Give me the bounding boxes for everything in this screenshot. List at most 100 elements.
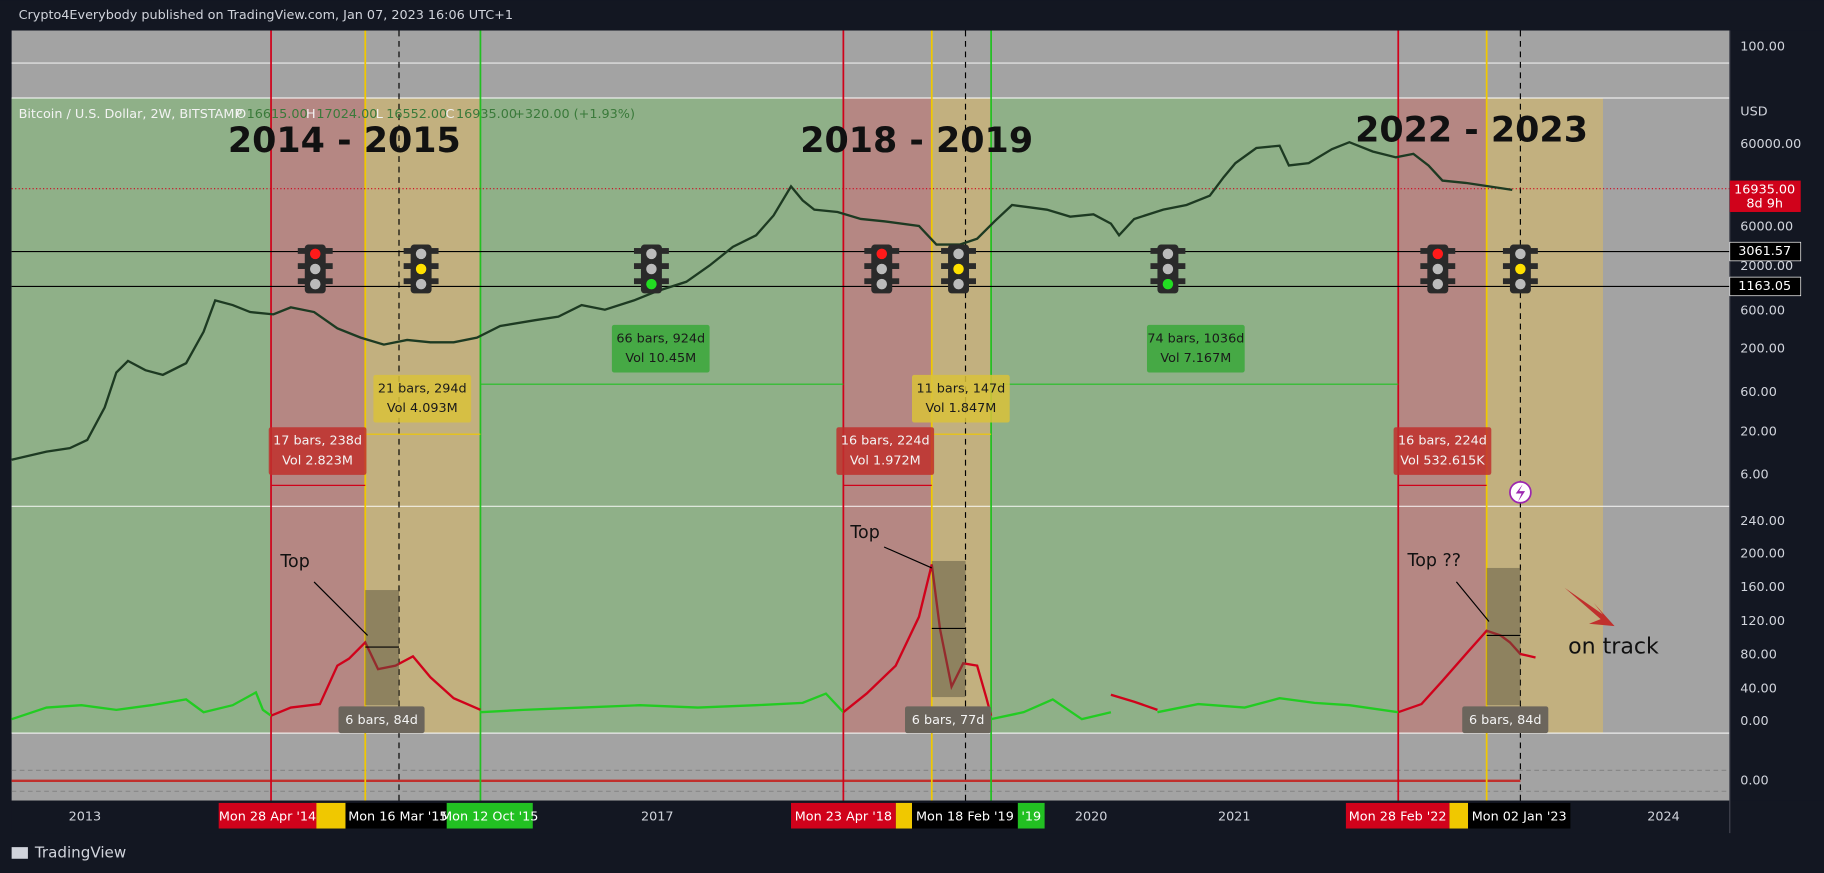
price-label: 2000.00 [1740, 259, 1793, 274]
lamp [1432, 263, 1444, 275]
lamp [646, 278, 657, 290]
indicator-label: 240.00 [1740, 514, 1785, 529]
range-bars: 11 bars, 147d [916, 381, 1005, 396]
indicator-label: 40.00 [1740, 681, 1777, 696]
lamp [646, 248, 657, 260]
lamp [646, 263, 657, 275]
lamp [1515, 263, 1526, 275]
retrace-box [365, 590, 399, 706]
date-tag [791, 802, 896, 829]
traffic-lights [297, 244, 1538, 294]
price-tag-label: 1163.05 [1738, 279, 1791, 294]
price-label: 200.00 [1740, 342, 1785, 357]
price-tag-label: 16935.00 [1734, 182, 1795, 197]
brand: TradingView [34, 843, 126, 861]
date-label: Mon 28 Apr '14 [219, 809, 316, 824]
date-tag [1345, 802, 1450, 829]
price-label: 6.00 [1740, 467, 1768, 482]
indicator-label: 160.00 [1740, 580, 1785, 595]
ohlc-key: O [236, 107, 246, 122]
range-box [912, 374, 1010, 423]
ohlc-value: 16615.00 [247, 107, 308, 122]
ohlc-key: H [306, 107, 316, 122]
ohlc-value: 16935.00 [456, 107, 517, 122]
footer-logo [11, 847, 28, 859]
retrace-box [1486, 567, 1521, 706]
lamp [1515, 278, 1526, 290]
range-vol: Vol 1.972M [850, 453, 921, 468]
lamp [1515, 248, 1526, 260]
indicator-neutral [990, 698, 1112, 721]
date-tag [1017, 802, 1045, 829]
price-label: 600.00 [1740, 303, 1785, 318]
lamp [310, 248, 321, 260]
price-label: 60000.00 [1740, 137, 1801, 152]
date-label: Mon 23 Apr '18 [795, 809, 892, 824]
range-vol: Vol 2.823M [282, 453, 353, 468]
lamp [415, 278, 427, 290]
range-box [268, 427, 367, 475]
date-fragment [895, 802, 912, 829]
period-title: 2014 - 2015 [228, 121, 461, 161]
ohlc-key: C [446, 107, 455, 122]
lamp [310, 278, 321, 290]
lamp [876, 248, 887, 260]
range-bars: 66 bars, 924d [616, 331, 705, 346]
date-tag [912, 802, 1018, 829]
price-label: 6000.00 [1740, 220, 1793, 235]
measure-box [1462, 706, 1549, 734]
publish-line: Crypto4Everybody published on TradingVie… [19, 8, 513, 23]
date-label: Mon 16 Mar '15 [348, 809, 447, 824]
period-title: 2022 - 2023 [1355, 111, 1588, 151]
measure-box [338, 706, 425, 734]
lamp [1162, 248, 1174, 260]
indicator-label: 120.00 [1740, 614, 1785, 629]
price-label: 20.00 [1740, 424, 1777, 439]
indicator-hot [1110, 693, 1158, 711]
lamp [1432, 278, 1444, 290]
price-tag-label: 3061.57 [1738, 244, 1791, 259]
range-box [373, 374, 472, 423]
range-box [1146, 324, 1245, 373]
lamp [1432, 248, 1444, 260]
bottom-pane-label: 0.00 [1740, 773, 1768, 788]
indicator-neutral [11, 690, 272, 721]
date-fragment [1449, 802, 1469, 829]
annotation: Top [849, 523, 879, 543]
date-fragment [311, 802, 346, 829]
range-arrows [271, 383, 1521, 648]
price-axis [1729, 30, 1824, 801]
range-vol: Vol 4.093M [387, 401, 458, 416]
lamp [876, 263, 887, 275]
lamp [876, 278, 887, 290]
price-tag [1729, 180, 1801, 212]
range-bars: 16 bars, 224d [841, 434, 930, 449]
currency: USD [1740, 104, 1767, 119]
change: +320.00 (+1.93%) [514, 107, 635, 122]
price-line [11, 140, 1513, 461]
range-box [611, 324, 710, 373]
year-label: 2021 [1218, 809, 1251, 824]
price-tag-sub: 8d 9h [1746, 196, 1783, 211]
bottom-pane-lines [11, 769, 1730, 792]
lamp [953, 248, 964, 260]
range-vol: Vol 7.167M [1160, 351, 1231, 366]
date-label: Mon 12 Oct '15 [441, 809, 538, 824]
lamp [953, 278, 964, 290]
date-label: Mon 28 Feb '22 [1349, 809, 1447, 824]
indicator-neutral [480, 692, 845, 714]
red-zone [1398, 97, 1487, 734]
range-vol: Vol 10.45M [625, 351, 696, 366]
ohlc-key: L [376, 107, 384, 122]
range-bars: 74 bars, 1036d [1147, 331, 1244, 346]
lamp [310, 263, 321, 275]
lamp [1162, 278, 1174, 290]
indicator-label: 200.00 [1740, 546, 1785, 561]
annotation: Top ?? [1407, 551, 1461, 571]
pane-separators [11, 62, 1730, 734]
range-bars: 21 bars, 294d [378, 381, 467, 396]
indicator-neutral [1157, 697, 1399, 714]
year-label: 2020 [1075, 809, 1108, 824]
price-tag [1729, 276, 1802, 297]
